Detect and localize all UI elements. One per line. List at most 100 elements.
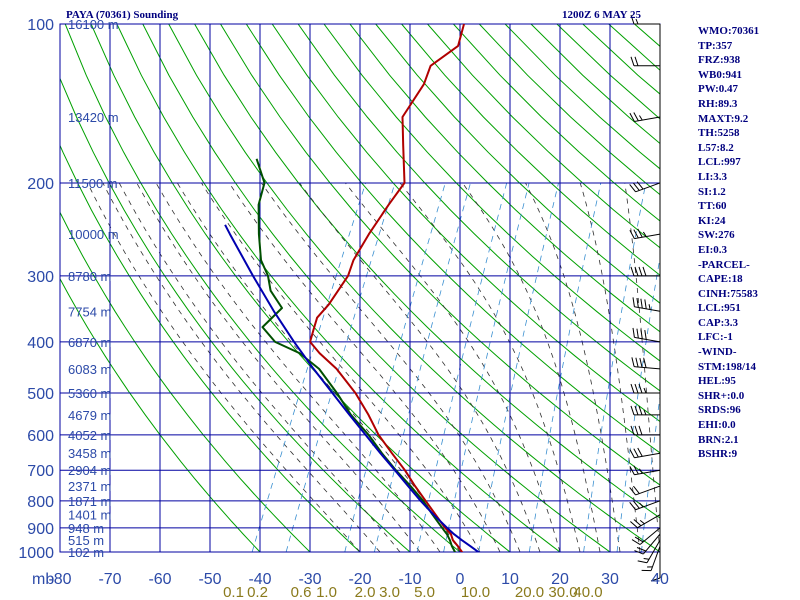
stability-indices-list: WMO:70361 TP:357 FRZ:938 WB0:941 PW:0.47 RH:8… [698, 24, 759, 462]
stability-index-item: EHI:0.0 [698, 419, 736, 432]
dry-adiabat-line [401, 24, 660, 276]
height-label: 102 m [68, 545, 104, 560]
mixing-ratio-label: 30.0 [548, 584, 577, 600]
height-label: 10000 m [68, 227, 119, 242]
moist-adiabat-line [201, 182, 481, 552]
height-label: 4679 m [68, 408, 111, 423]
temperature-tick-label: -70 [98, 571, 121, 588]
height-label: 2904 m [68, 463, 111, 478]
stability-index-item: -PARCEL- [698, 258, 750, 271]
moist-adiabat-line [102, 182, 381, 552]
stability-index-item: PW:0.47 [698, 83, 739, 96]
moist-adiabat-line [176, 182, 461, 552]
stability-index-item: SW:276 [698, 229, 735, 242]
wind-barb [632, 297, 661, 312]
height-label: 6083 m [68, 362, 111, 377]
pressure-tick-label: 300 [27, 269, 54, 286]
moist-adiabat-line [228, 182, 501, 552]
height-label: 6870 m [68, 335, 111, 350]
profile-lines [224, 24, 481, 552]
wind-barb [630, 266, 660, 277]
mixing-ratio-line [616, 255, 660, 552]
wind-barb [630, 405, 660, 416]
stability-index-item: TP:357 [698, 39, 733, 52]
temperature-tick-label: -50 [198, 571, 221, 588]
wind-barb [630, 14, 660, 25]
mixing-ratio-label: 2.0 [355, 584, 376, 600]
moist-adiabat-line [299, 182, 541, 552]
pressure-tick-label: 800 [27, 494, 54, 511]
wind-barb [634, 533, 661, 555]
temperature-tick-label: 30 [601, 571, 619, 588]
dry-adiabat-line [142, 24, 611, 552]
mixing-ratio-line [528, 182, 602, 552]
stability-index-item: STM:198/14 [698, 360, 757, 373]
stability-index-item: SI:1.2 [698, 185, 726, 198]
temperature-tick-label: -30 [298, 571, 321, 588]
wind-barb [631, 357, 661, 370]
stability-index-item: TT:60 [698, 200, 727, 213]
grid-lines [59, 23, 661, 553]
height-label: 8780 m [68, 269, 111, 284]
mixing-ratio-line [583, 182, 647, 552]
wind-barb [629, 181, 661, 193]
stability-index-item: TH:5258 [698, 127, 740, 140]
height-label: 3458 m [68, 446, 111, 461]
dry-adiabat-line [245, 24, 660, 454]
mixing-ratio-label: 0.2 [247, 584, 268, 600]
mixing-ratio-label: 40.0 [573, 584, 602, 600]
moist-adiabat-line [462, 182, 601, 552]
mixing-ratio-line [374, 182, 471, 552]
wind-barb [641, 546, 661, 572]
dry-adiabat-line [271, 24, 660, 423]
wind-barb [630, 383, 660, 394]
height-label: 4052 m [68, 428, 111, 443]
wind-barb [629, 228, 661, 240]
dry-adiabat-line [427, 24, 660, 249]
height-label: 11500 m [68, 176, 118, 191]
pressure-tick-label: 1000 [18, 545, 54, 562]
height-label: 5360 m [68, 386, 111, 401]
mixing-ratio-label: 5.0 [414, 584, 435, 600]
height-label: 948 m [68, 521, 104, 536]
dry-adiabat-line [375, 24, 660, 304]
mixing-ratio-label: 0.6 [291, 584, 312, 600]
dry-adiabat-line [220, 24, 660, 486]
station-title: PAYA (70361) Sounding [66, 9, 179, 21]
temperature-tick-label: 10 [501, 571, 519, 588]
moist-adiabat-line [87, 182, 361, 552]
stability-index-item: MAXT:9.2 [698, 112, 749, 125]
pressure-tick-label: 100 [27, 17, 54, 34]
stability-index-item: CAPE:18 [698, 273, 743, 286]
mixing-ratio-label: 3.0 [379, 584, 400, 600]
stability-index-item: LFC:-1 [698, 331, 733, 344]
stability-index-item: LI:3.3 [698, 170, 728, 183]
mixing-ratio-label: 10.0 [461, 584, 490, 600]
stability-index-item: EI:0.3 [698, 243, 728, 256]
wind-barb [629, 500, 661, 511]
temperature-profile-line [309, 24, 465, 552]
temperature-tick-label: 0 [456, 571, 465, 588]
dry-adiabat-line [60, 277, 261, 552]
dry-adiabat-line [64, 24, 461, 552]
mixing-ratio-label: 20.0 [515, 584, 544, 600]
temperature-tick-label: 20 [551, 571, 569, 588]
wind-barb [650, 552, 661, 582]
mixing-ratio-line [443, 182, 530, 552]
wind-barb [629, 485, 661, 496]
height-label: 7754 m [68, 304, 111, 319]
stability-index-item: CAP:3.3 [698, 316, 739, 329]
mixing-ratio-line [416, 182, 508, 552]
stability-index-item: SRDS:96 [698, 404, 741, 417]
wind-barbs [629, 14, 661, 582]
stability-index-item: -WIND- [698, 346, 737, 359]
height-label: 1401 m [68, 508, 111, 523]
dry-adiabat-line [349, 24, 660, 333]
temperature-tick-label: -40 [248, 571, 271, 588]
moist-adiabat-line [624, 182, 660, 552]
stability-index-item: CINH:75583 [698, 287, 758, 300]
height-label: 13420 m [68, 110, 119, 125]
wind-barb [630, 425, 660, 436]
wind-barb [630, 56, 660, 67]
